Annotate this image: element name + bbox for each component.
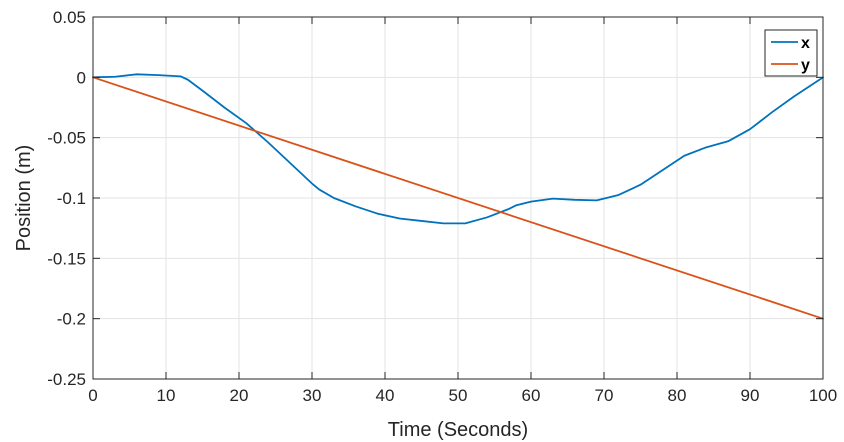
y-tick-label-3: -0.1: [57, 189, 86, 208]
legend-label-x: x: [801, 35, 810, 52]
legend-label-y: y: [801, 57, 810, 74]
y-tick-label-6: -0.25: [47, 370, 86, 389]
series-lines: [92, 73, 824, 320]
x-tick-label-0: 0: [88, 386, 97, 405]
legend: x y: [764, 29, 818, 77]
tick-marks: [92, 16, 824, 380]
series-line-x: [92, 73, 824, 225]
y-tick-label-5: -0.2: [57, 310, 86, 329]
x-tick-label-2: 20: [230, 386, 249, 405]
x-tick-label-5: 50: [449, 386, 468, 405]
x-tick-label-3: 30: [303, 386, 322, 405]
x-tick-label-7: 70: [595, 386, 614, 405]
x-tick-label-10: 100: [809, 386, 837, 405]
x-tick-label-1: 10: [157, 386, 176, 405]
x-tick-label-6: 60: [522, 386, 541, 405]
series-line-y: [92, 76, 824, 320]
x-tick-label-8: 80: [668, 386, 687, 405]
x-tick-labels: 0 10 20 30 40 50 60 70 80 90 100: [88, 386, 837, 405]
y-axis-label: Position (m): [13, 145, 35, 252]
y-tick-label-2: -0.05: [47, 129, 86, 148]
x-tick-label-9: 90: [741, 386, 760, 405]
legend-box: [764, 29, 818, 77]
y-tick-label-0: 0.05: [53, 8, 86, 27]
y-tick-label-4: -0.15: [47, 249, 86, 268]
x-axis-label: Time (Seconds): [388, 419, 528, 441]
y-tick-label-1: 0: [77, 68, 86, 87]
x-tick-label-4: 40: [376, 386, 395, 405]
y-tick-labels: 0.05 0 -0.05 -0.1 -0.15 -0.2 -0.25: [47, 8, 86, 389]
